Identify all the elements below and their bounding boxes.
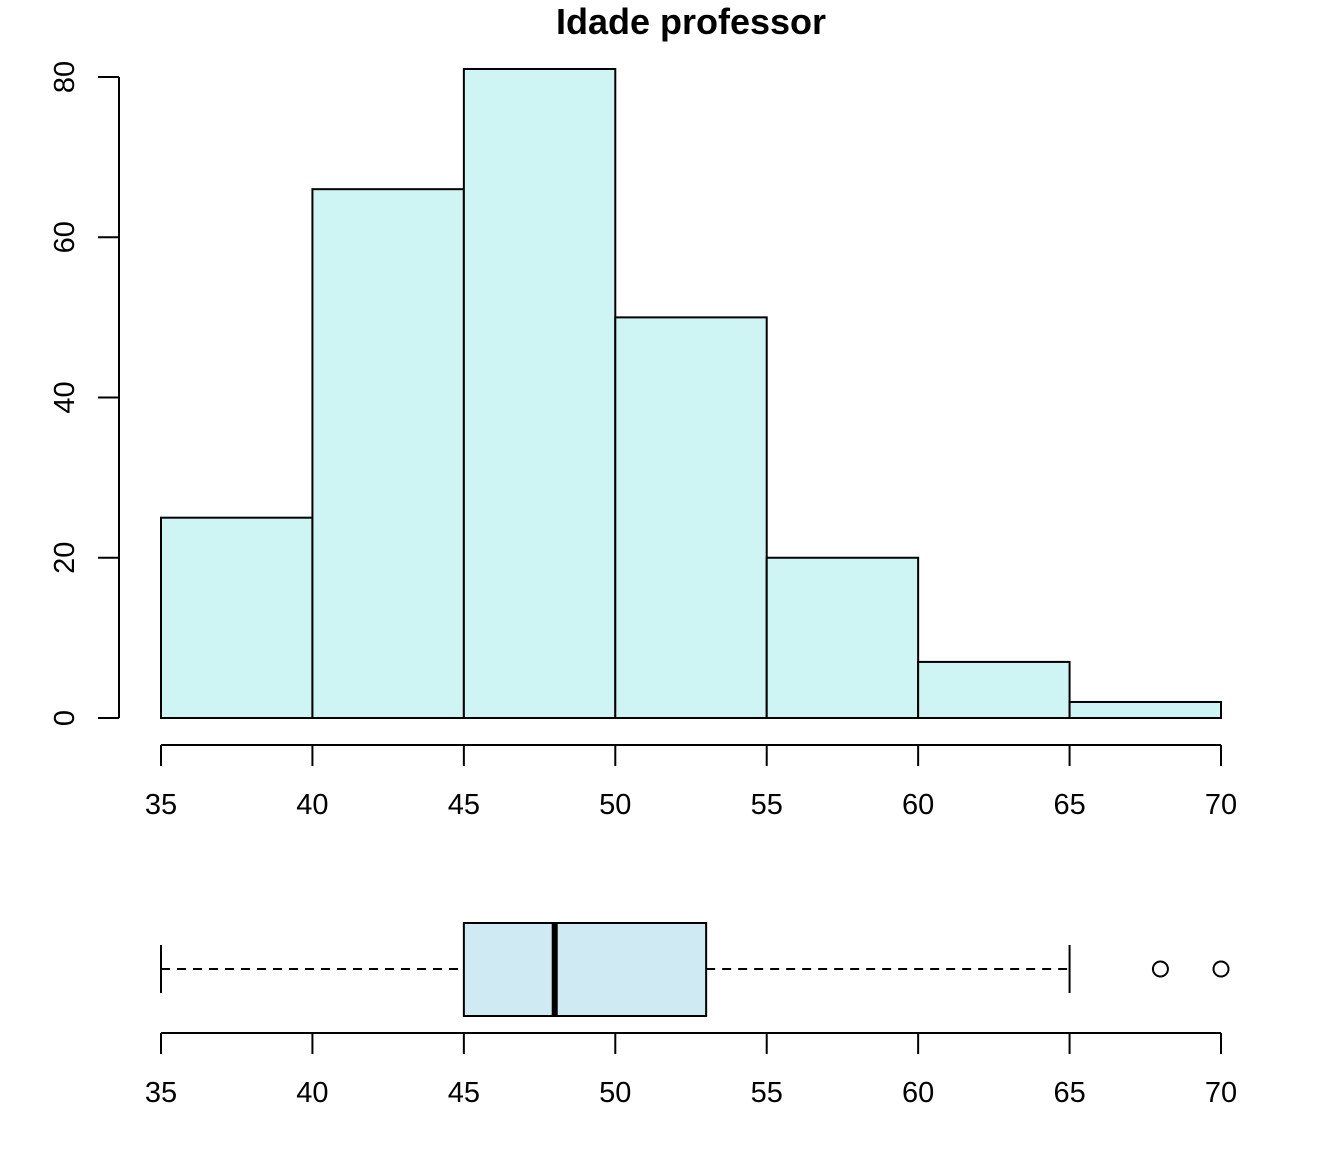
x-tick-label: 50 <box>599 789 631 821</box>
histogram-bar <box>462 67 617 720</box>
x-tick-label: 45 <box>448 789 480 821</box>
x-tick-label: 35 <box>145 1077 177 1109</box>
x-tick-label: 40 <box>296 1077 328 1109</box>
histogram-bar <box>614 316 768 719</box>
histogram-bar <box>765 556 920 719</box>
histogram-bar <box>1068 700 1222 719</box>
histogram-bar <box>311 188 465 720</box>
box-iqr <box>462 922 708 1017</box>
x-tick-label: 65 <box>1053 789 1085 821</box>
x-tick-label: 55 <box>751 789 783 821</box>
outlier-point <box>1212 960 1230 978</box>
x-tick-label: 70 <box>1205 789 1237 821</box>
boxplot <box>160 922 1230 1017</box>
histogram-bar <box>160 516 314 719</box>
histogram-bars <box>160 67 1222 720</box>
x-tick-label: 50 <box>599 1077 631 1109</box>
x-tick-label: 60 <box>902 1077 934 1109</box>
y-tick-label: 80 <box>49 61 81 93</box>
y-tick-label: 40 <box>49 381 81 413</box>
y-tick-label: 20 <box>49 542 81 574</box>
x-tick-label: 65 <box>1053 1077 1085 1109</box>
histogram-y-axis: 0 20 40 60 80 <box>49 61 120 726</box>
boxplot-x-axis: 35 40 45 50 55 60 65 70 <box>145 1032 1237 1109</box>
x-tick-label: 40 <box>296 789 328 821</box>
x-tick-label: 45 <box>448 1077 480 1109</box>
outlier-point <box>1151 960 1169 978</box>
x-tick-label: 55 <box>751 1077 783 1109</box>
x-tick-label: 70 <box>1205 1077 1237 1109</box>
y-tick-label: 60 <box>49 221 81 253</box>
chart-title: Idade professor <box>556 1 826 42</box>
x-tick-label: 60 <box>902 789 934 821</box>
histogram-bar <box>917 660 1071 719</box>
y-tick-label: 0 <box>49 710 81 726</box>
x-tick-label: 35 <box>145 789 177 821</box>
histogram-x-axis: 35 40 45 50 55 60 65 70 <box>145 744 1237 821</box>
